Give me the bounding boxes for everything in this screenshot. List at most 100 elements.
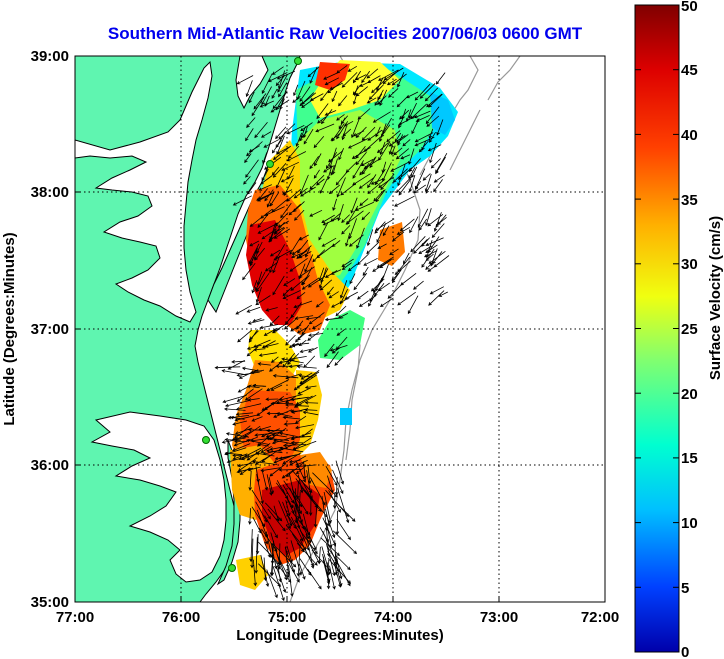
current-vector xyxy=(352,173,371,186)
current-vector xyxy=(261,169,269,182)
current-vector xyxy=(427,236,440,254)
current-vector xyxy=(246,117,256,128)
current-vector xyxy=(221,369,247,376)
current-vector xyxy=(271,66,284,75)
current-vector xyxy=(398,115,417,126)
current-vector xyxy=(226,455,250,464)
current-vector xyxy=(429,142,437,164)
current-vector xyxy=(294,209,305,221)
current-vector xyxy=(262,447,288,456)
current-vector xyxy=(224,400,251,408)
current-vector xyxy=(334,554,351,571)
colorbar-ticks xyxy=(635,4,679,653)
current-vector xyxy=(245,128,254,142)
velocity-vectors xyxy=(214,65,450,602)
current-vector xyxy=(313,136,325,149)
colorbar-tick-label: 15 xyxy=(681,450,698,467)
current-vector xyxy=(333,560,342,588)
current-vector xyxy=(258,352,277,357)
current-vector xyxy=(275,126,287,140)
current-vector xyxy=(394,195,415,207)
current-vector xyxy=(308,312,325,325)
current-vector xyxy=(270,401,294,406)
current-vector xyxy=(372,258,392,272)
current-vector xyxy=(302,126,308,139)
current-vector xyxy=(245,159,259,178)
current-vector xyxy=(289,487,302,515)
current-vector xyxy=(290,440,304,445)
current-vector xyxy=(299,348,314,353)
current-vector xyxy=(309,66,318,84)
current-vector xyxy=(264,261,278,272)
current-vector xyxy=(247,319,265,325)
current-vector xyxy=(313,504,318,528)
current-vector xyxy=(237,329,252,343)
current-vector xyxy=(355,152,367,166)
current-vector xyxy=(259,100,275,108)
current-vector xyxy=(345,232,351,247)
y-tick-label: 39:00 xyxy=(31,48,69,65)
current-vector xyxy=(427,144,442,152)
current-vector xyxy=(263,139,279,148)
current-vector xyxy=(234,414,260,422)
current-vector xyxy=(331,240,341,248)
current-vector xyxy=(408,174,416,193)
current-vector xyxy=(294,415,307,424)
y-axis-label: Latitude (Degrees:Minutes) xyxy=(1,232,18,425)
current-vector xyxy=(272,145,292,161)
current-vector xyxy=(307,568,322,590)
y-tick-label: 37:00 xyxy=(31,321,69,338)
current-vector xyxy=(347,138,369,149)
current-vector xyxy=(419,83,436,99)
current-vector xyxy=(270,543,275,565)
current-vector xyxy=(291,408,306,414)
current-vector xyxy=(279,98,285,110)
current-vector xyxy=(255,295,271,306)
current-vector xyxy=(256,241,263,255)
current-vector xyxy=(369,156,377,169)
current-vector xyxy=(266,474,273,496)
current-vector xyxy=(338,95,348,107)
current-vector xyxy=(418,245,432,255)
current-vector xyxy=(282,501,293,527)
current-vector xyxy=(356,290,369,300)
current-vector xyxy=(304,489,328,518)
current-vector xyxy=(407,295,419,315)
current-vector xyxy=(337,488,350,524)
current-vector xyxy=(397,164,406,187)
y-tick-labels: 39:00 38:00 37:00 36:00 35:00 xyxy=(31,48,69,611)
current-vector xyxy=(297,387,311,395)
current-vector xyxy=(263,327,278,336)
current-vector xyxy=(424,87,439,102)
current-vector xyxy=(275,244,286,260)
current-vector xyxy=(411,166,418,178)
current-vector xyxy=(377,243,387,249)
current-vector xyxy=(408,167,416,179)
current-vector xyxy=(279,446,304,453)
colorbar-tick-labels: 0 5 10 15 20 25 30 35 40 45 50 xyxy=(681,0,698,659)
current-vector xyxy=(262,152,268,164)
current-vector xyxy=(307,465,312,485)
current-vector xyxy=(257,426,272,432)
current-vector xyxy=(261,86,272,106)
current-vector xyxy=(316,244,335,259)
current-vector xyxy=(249,216,263,227)
current-vector xyxy=(321,214,335,224)
current-vector xyxy=(271,88,278,99)
current-vector xyxy=(304,526,317,551)
colorbar-tick-label: 10 xyxy=(681,515,698,532)
current-vector xyxy=(298,374,313,378)
current-vector xyxy=(422,173,431,181)
current-vector xyxy=(265,397,279,402)
current-vector xyxy=(288,364,303,369)
current-vector xyxy=(355,126,367,138)
current-vector xyxy=(275,74,286,87)
current-vector xyxy=(349,273,356,285)
current-vector xyxy=(272,93,286,110)
current-vector xyxy=(288,203,301,216)
current-vector xyxy=(319,178,328,194)
current-vector xyxy=(261,73,273,94)
current-vector xyxy=(338,148,344,161)
current-vector xyxy=(320,537,340,557)
